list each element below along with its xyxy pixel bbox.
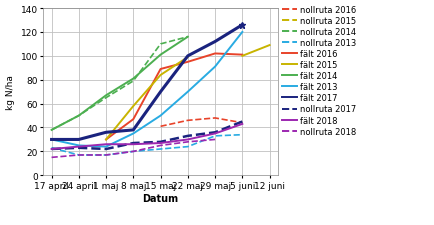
nollruta 2018 xyxy=(103,154,108,157)
nollruta 2013 xyxy=(213,135,218,138)
fält 2018 xyxy=(49,148,54,151)
fält 2017 xyxy=(213,41,218,44)
nollruta 2017 xyxy=(213,131,218,134)
fält 2017 xyxy=(131,129,136,132)
Line: fält 2016: fält 2016 xyxy=(106,54,242,140)
nollruta 2013 xyxy=(240,134,245,136)
fält 2017 xyxy=(185,55,191,58)
Line: fält 2014: fält 2014 xyxy=(52,38,188,130)
fält 2014 xyxy=(49,129,54,132)
nollruta 2017 xyxy=(76,147,82,149)
nollruta 2013 xyxy=(76,154,82,157)
fält 2018 xyxy=(158,142,163,145)
fält 2017 xyxy=(76,138,82,141)
fält 2015 xyxy=(158,74,163,77)
nollruta 2017 xyxy=(240,121,245,123)
Line: nollruta 2013: nollruta 2013 xyxy=(52,135,242,155)
nollruta 2014 xyxy=(49,129,54,132)
fält 2013 xyxy=(213,66,218,69)
nollruta 2013 xyxy=(49,147,54,149)
nollruta 2013 xyxy=(158,148,163,151)
fält 2015 xyxy=(131,105,136,108)
nollruta 2013 xyxy=(131,150,136,153)
nollruta 2017 xyxy=(103,148,108,151)
Y-axis label: kg N/ha: kg N/ha xyxy=(6,75,15,110)
fält 2016 xyxy=(103,138,108,141)
nollruta 2018 xyxy=(158,144,163,147)
nollruta 2014 xyxy=(103,97,108,99)
fält 2017 xyxy=(103,131,108,134)
fält 2016 xyxy=(213,53,218,56)
fält 2018 xyxy=(213,133,218,135)
fält 2013 xyxy=(240,32,245,34)
X-axis label: Datum: Datum xyxy=(142,193,179,203)
nollruta 2016 xyxy=(213,117,218,120)
fält 2017 xyxy=(240,24,245,27)
fält 2018 xyxy=(240,123,245,126)
nollruta 2014 xyxy=(158,43,163,46)
fält 2018 xyxy=(131,143,136,146)
fält 2014 xyxy=(76,115,82,117)
fält 2013 xyxy=(76,144,82,147)
nollruta 2018 xyxy=(213,138,218,141)
fält 2018 xyxy=(185,138,191,141)
fält 2014 xyxy=(131,78,136,81)
Line: nollruta 2017: nollruta 2017 xyxy=(52,122,242,149)
Line: fält 2018: fält 2018 xyxy=(52,124,242,149)
Legend: nollruta 2016, nollruta 2015, nollruta 2014, nollruta 2013, fält 2016, fält 2015: nollruta 2016, nollruta 2015, nollruta 2… xyxy=(283,6,356,136)
nollruta 2017 xyxy=(185,135,191,138)
fält 2014 xyxy=(158,54,163,57)
nollruta 2018 xyxy=(49,156,54,159)
fält 2014 xyxy=(103,94,108,97)
fält 2016 xyxy=(185,61,191,64)
fält 2013 xyxy=(185,91,191,94)
fält 2013 xyxy=(158,115,163,117)
Line: nollruta 2014: nollruta 2014 xyxy=(52,38,188,130)
nollruta 2016 xyxy=(158,125,163,128)
nollruta 2018 xyxy=(185,141,191,144)
Line: nollruta 2016: nollruta 2016 xyxy=(161,118,242,127)
fält 2017 xyxy=(49,138,54,141)
nollruta 2018 xyxy=(76,154,82,157)
fält 2015 xyxy=(103,138,108,141)
nollruta 2017 xyxy=(158,141,163,144)
nollruta 2014 xyxy=(76,115,82,117)
nollruta 2013 xyxy=(185,146,191,148)
fält 2018 xyxy=(103,143,108,146)
fält 2013 xyxy=(49,138,54,141)
nollruta 2017 xyxy=(131,142,136,145)
fält 2018 xyxy=(76,146,82,148)
fält 2015 xyxy=(185,56,191,59)
nollruta 2013 xyxy=(103,154,108,157)
nollruta 2017 xyxy=(49,148,54,151)
nollruta 2014 xyxy=(131,80,136,83)
Line: fält 2015: fält 2015 xyxy=(106,58,188,140)
fält 2013 xyxy=(103,146,108,148)
nollruta 2018 xyxy=(131,150,136,153)
nollruta 2016 xyxy=(185,119,191,122)
nollruta 2016 xyxy=(240,122,245,124)
Line: fält 2017: fält 2017 xyxy=(52,26,242,140)
fält 2016 xyxy=(240,54,245,57)
nollruta 2014 xyxy=(185,36,191,39)
fält 2013 xyxy=(131,133,136,135)
Line: fält 2013: fält 2013 xyxy=(52,33,242,147)
fält 2017 xyxy=(158,91,163,94)
fält 2016 xyxy=(158,68,163,71)
fält 2016 xyxy=(131,118,136,121)
Line: nollruta 2018: nollruta 2018 xyxy=(52,140,215,158)
fält 2014 xyxy=(185,36,191,39)
